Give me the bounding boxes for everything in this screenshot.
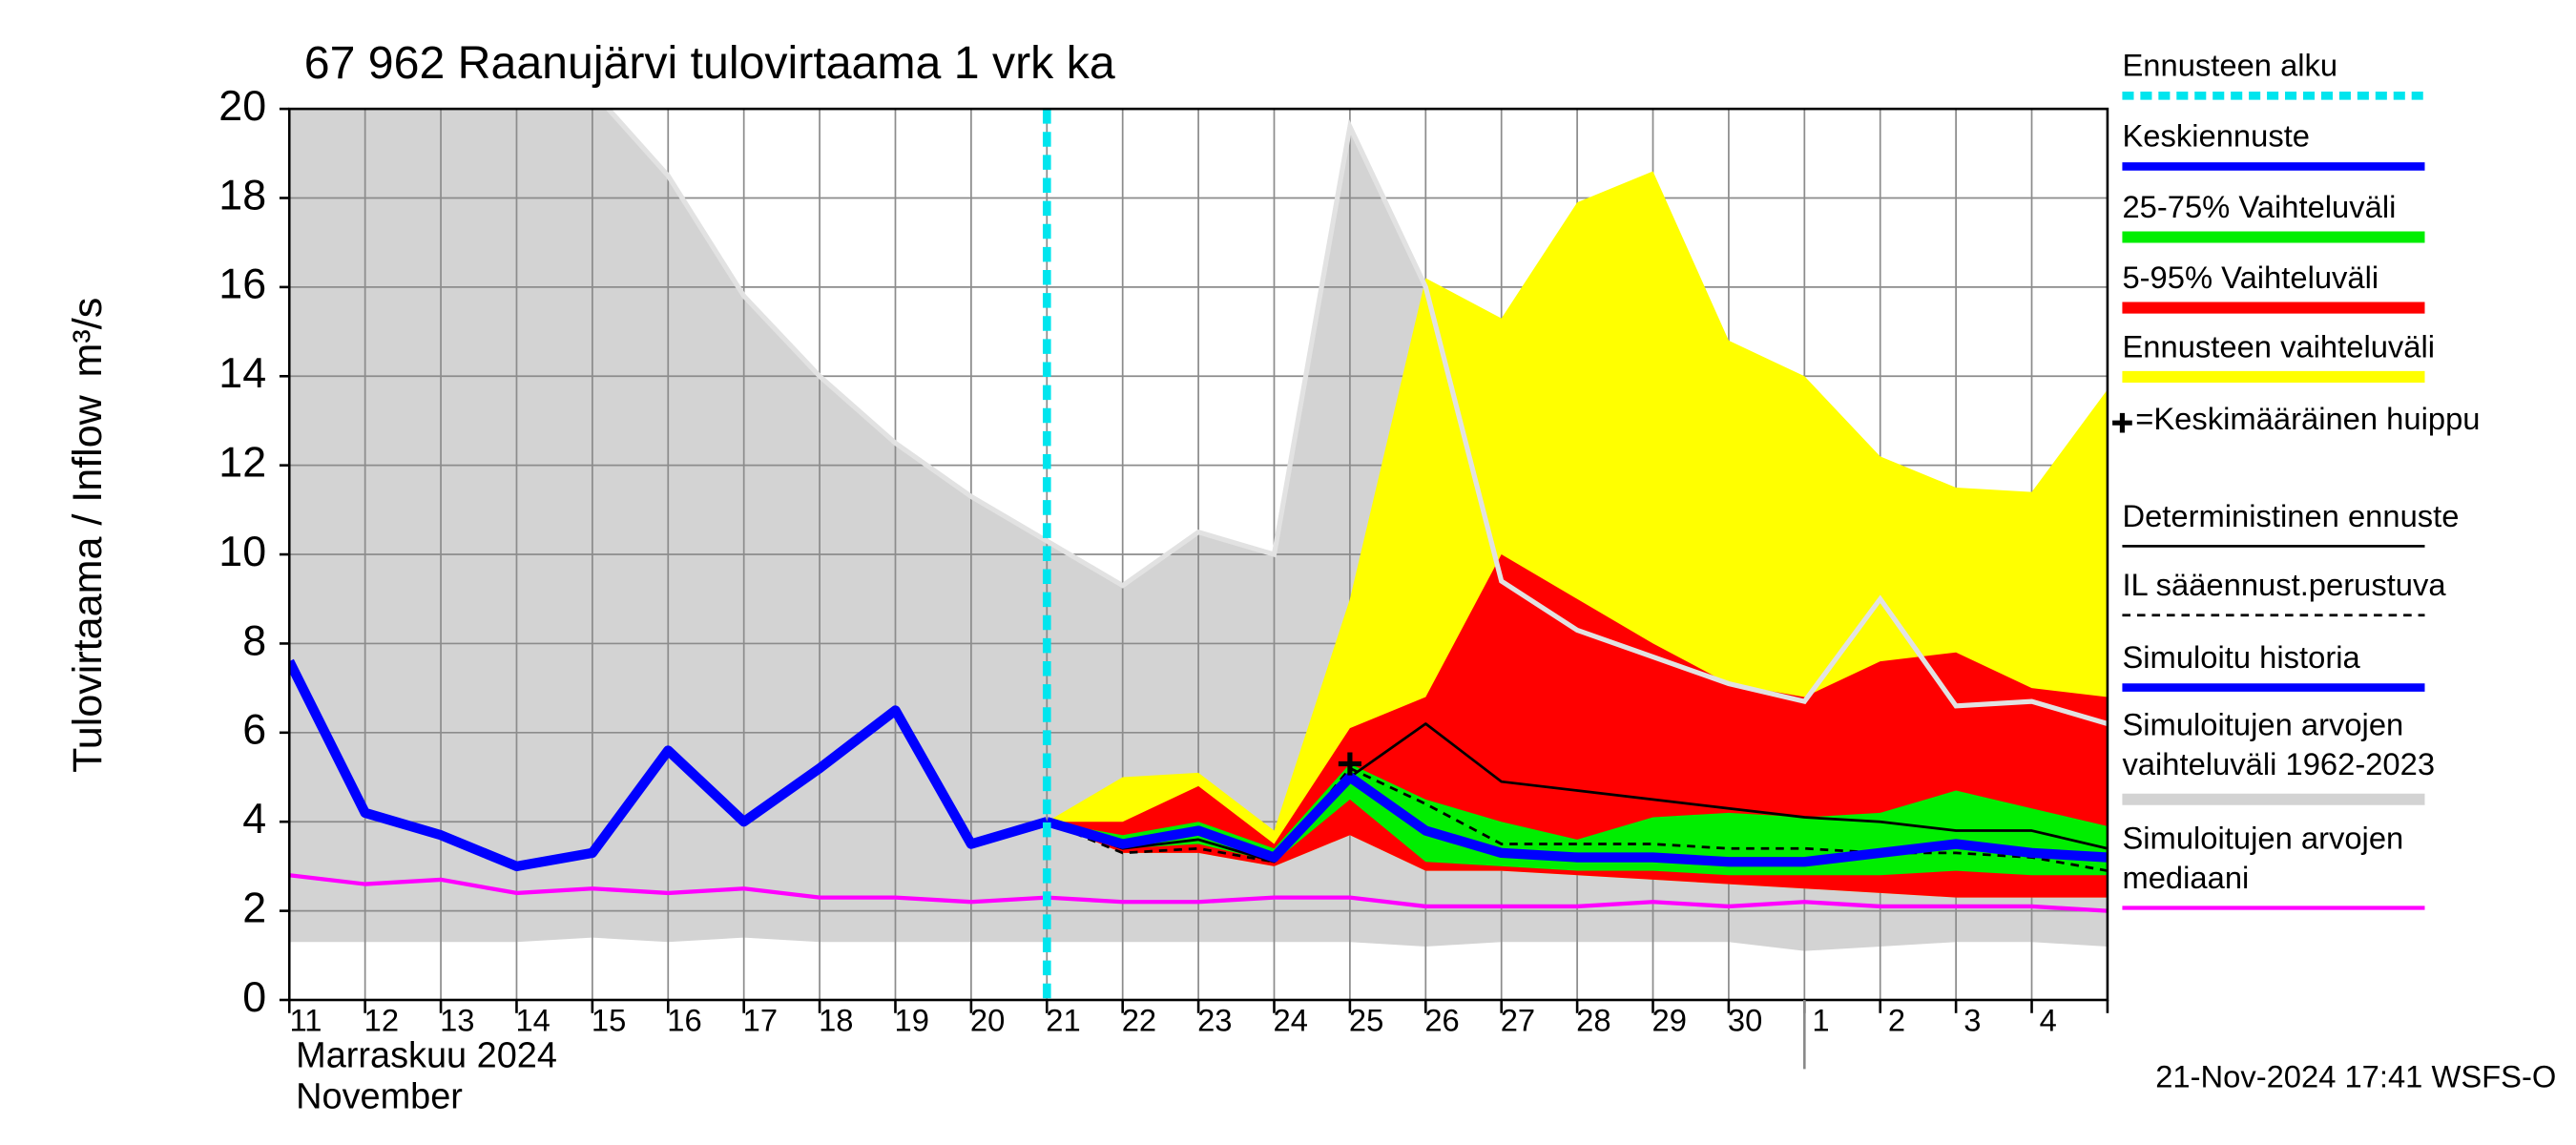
x-tick-label: 17: [743, 1003, 778, 1038]
x-tick-label: 20: [970, 1003, 1005, 1038]
legend-label: Simuloitu historia: [2122, 641, 2360, 677]
x-tick-label: 28: [1576, 1003, 1610, 1038]
x-tick-label: 19: [895, 1003, 929, 1038]
x-tick-label: 2: [1888, 1003, 1905, 1038]
legend-label-box: =Keskimääräinen huippu: [2135, 403, 2481, 438]
x-tick-label: 15: [592, 1003, 626, 1038]
x-tick-label: 24: [1274, 1003, 1308, 1038]
x-tick-label: 22: [1122, 1003, 1156, 1038]
y-axis-unit: m³/s: [65, 298, 111, 378]
y-tick-label: 18: [218, 171, 266, 219]
y-tick-label: 4: [242, 795, 266, 843]
x-tick-label: 27: [1501, 1003, 1535, 1038]
x-tick-label: 23: [1197, 1003, 1232, 1038]
band-edge: [605, 109, 2108, 726]
footer: 21-Nov-2024 17:41 WSFS-O: [2155, 1058, 2556, 1093]
legend-label: 5-95% Vaihteluväli: [2122, 261, 2379, 297]
legend-label: Simuloitujen arvojen vaihteluväli 1962-2…: [2122, 709, 2436, 783]
legend-label-box: IL sääennust.perustuva: [2122, 569, 2446, 604]
x-tick-label: 3: [1963, 1003, 1981, 1038]
y-axis-label: Tulovirtaama / Inflow: [65, 394, 111, 773]
plot-area: [289, 109, 2108, 1000]
legend-label: Deterministinen ennuste: [2122, 500, 2460, 535]
x-tick-label: 16: [667, 1003, 701, 1038]
legend-label: Ennusteen vaihteluväli: [2122, 330, 2436, 365]
x-tick-label: 29: [1652, 1003, 1687, 1038]
peak-cross: [1338, 752, 1361, 776]
legend-label-box: Ennusteen vaihteluväli: [2122, 330, 2436, 365]
legend-label-box: Simuloitu historia: [2122, 641, 2360, 677]
series-line: [289, 873, 2108, 913]
x-tick-label: 4: [2040, 1003, 2057, 1038]
legend-label-box: 25-75% Vaihteluväli: [2122, 191, 2397, 226]
band-area: [1047, 763, 2108, 876]
y-tick-label: 14: [218, 349, 266, 397]
legend-label-box: 5-95% Vaihteluväli: [2122, 261, 2379, 297]
y-tick-label: 10: [218, 528, 266, 575]
legend-label-box: Keskiennuste: [2122, 120, 2311, 156]
legend-label: Simuloitujen arvojen mediaani: [2122, 822, 2404, 897]
legend-label: 25-75% Vaihteluväli: [2122, 191, 2397, 226]
x-tick-label: 11: [290, 1003, 322, 1038]
legend-label-box: Simuloitujen arvojen mediaani: [2122, 822, 2404, 897]
legend-label: Ennusteen alku: [2122, 50, 2338, 85]
x-tick-label: 14: [515, 1003, 550, 1038]
x-axis-label: Marraskuu 2024: [296, 1035, 557, 1075]
series-line: [1045, 772, 2108, 867]
x-tick-label: 25: [1349, 1003, 1383, 1038]
legend-label: IL sääennust.perustuva: [2122, 569, 2446, 604]
legend-cross: [2112, 412, 2132, 433]
legend-label: Keskiennuste: [2122, 120, 2311, 156]
x-axis-label: November: [296, 1076, 463, 1116]
y-tick-label: 12: [218, 438, 266, 486]
legend-label-box: Simuloitujen arvojen vaihteluväli 1962-2…: [2122, 709, 2436, 783]
x-tick-label: 1: [1812, 1003, 1829, 1038]
x-tick-label: 12: [364, 1003, 399, 1038]
legend-label-box: Deterministinen ennuste: [2122, 500, 2460, 535]
legend-label: =Keskimääräinen huippu: [2135, 403, 2481, 438]
y-tick-label: 8: [242, 616, 266, 664]
legend-label-box: Ennusteen alku: [2122, 50, 2338, 85]
series-line: [289, 658, 1049, 872]
y-tick-label: 6: [242, 706, 266, 754]
y-tick-label: 0: [242, 973, 266, 1021]
chart-title: 67 962 Raanujärvi tulovirtaama 1 vrk ka: [304, 37, 1115, 89]
x-tick-label: 26: [1424, 1003, 1459, 1038]
y-tick-label: 2: [242, 884, 266, 931]
y-tick-label: 20: [218, 82, 266, 130]
x-tick-label: 30: [1728, 1003, 1762, 1038]
series-line: [1046, 722, 2108, 864]
x-tick-label: 13: [440, 1003, 474, 1038]
series-line: [1046, 766, 2108, 872]
x-tick-label: 18: [819, 1003, 853, 1038]
y-tick-label: 16: [218, 260, 266, 308]
x-tick-label: 21: [1046, 1003, 1080, 1038]
peak-marker: [1338, 752, 1361, 776]
